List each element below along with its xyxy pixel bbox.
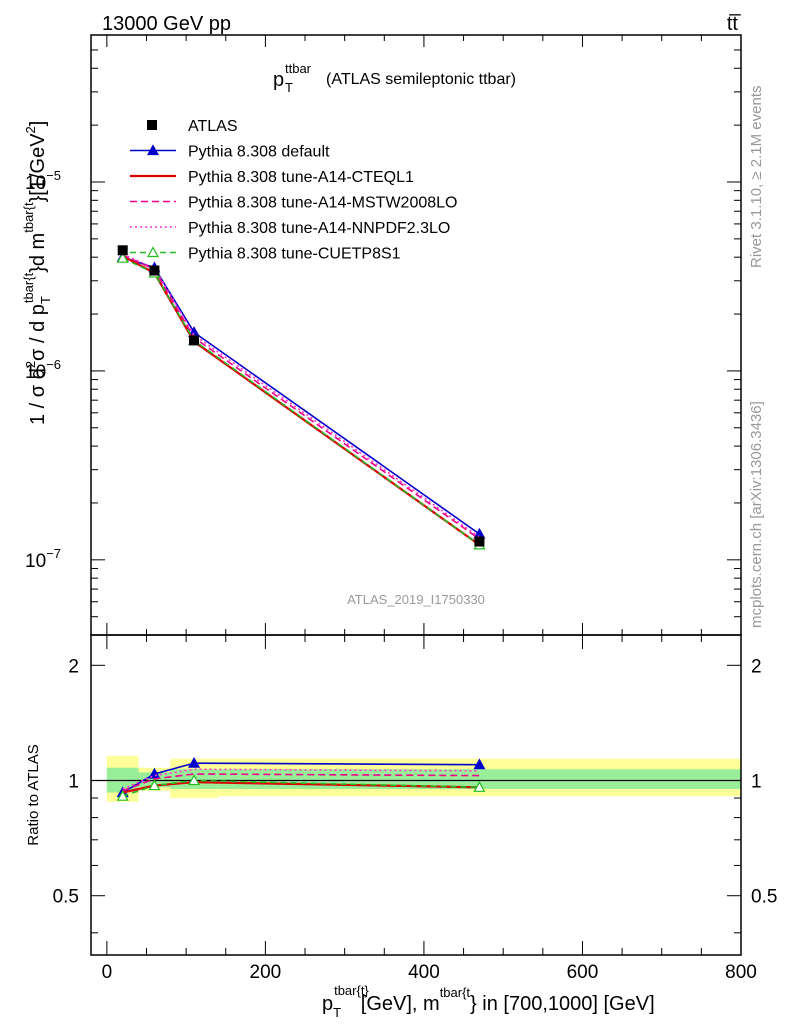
data-point-atlas [474,536,485,547]
x-axis-label: pTtbar{t} [GeV], mtbar{t} in [700,1000] [… [322,983,655,1020]
svg-text:T: T [285,80,293,95]
ylabel-part-i: 2 [23,126,38,133]
series-line-cuetp8s1 [122,257,480,546]
ylabel-part-b: 2 [23,361,38,368]
series-marker-cuetp8s1 [116,251,129,263]
ratio-line-mstw [122,773,480,792]
main-plot-content [116,245,486,550]
ratio-marker-cuetp8s1 [148,779,161,791]
svg-text:p: p [273,69,284,91]
title-p: p [273,69,284,91]
ratio-y-tick-label: 0.5 [53,887,79,908]
series-line-nnpdf [122,253,480,538]
main-panel: 10−510−610−7 p [25,34,742,636]
legend-marker-atlas [147,120,157,130]
ratio-line-cteql1 [122,781,480,794]
xlabel-rest: } in [700,1000] [GeV] [470,993,655,1015]
main-y-tick-label-base: 10 [25,551,46,572]
legend-marker-default [146,144,160,156]
title-subscript: T [285,80,293,95]
header-final-state-label: tt̅ [727,13,741,35]
xlabel-mid: [GeV], m [361,993,440,1015]
xlabel-sup2: tbar{t [440,985,471,1000]
main-x-axis-ticks [106,35,742,635]
ratio-y-tick-label: 2 [68,656,79,677]
ratio-y-tick-label-right: 2 [751,656,762,677]
ylabel-part-e: tbar{t [21,272,36,303]
data-point-atlas [189,335,200,346]
main-y-axis-label: 1 / σ d2σ / d pTtbar{t}d mtbar{t}[1/GeV2… [21,121,53,425]
legend-marker-cuetp8s1 [146,246,160,258]
main-y-tick-label-exp: −6 [46,357,61,372]
rivet-version-label: Rivet 3.1.10, ≥ 2.1M events [748,86,765,269]
ratio-line-default [122,762,480,794]
legend-label-nnpdf: Pythia 8.308 tune-A14-NNPDF2.3LO [188,220,450,237]
series-line-default [122,256,480,535]
ratio-line-cuetp8s1 [122,779,480,797]
x-tick-label: 0 [102,962,113,983]
legend-label-cteql1: Pythia 8.308 tune-A14-CTEQL1 [188,169,414,186]
ylabel-part-f: }d m [27,233,49,273]
x-tick-label: 600 [567,962,599,983]
ylabel-part-h: }[1/GeV [27,133,49,203]
ratio-y-tick-label: 1 [68,772,79,793]
main-y-tick-label: 10−6 [25,357,61,383]
title-superscript: ttbar [285,61,312,76]
ylabel-part-a: 1 / σ d [27,368,49,425]
legend-label-default: Pythia 8.308 default [188,144,330,161]
svg-text:(ATLAS semileptonic ttbar): (ATLAS semileptonic ttbar) [326,71,516,88]
analysis-watermark: ATLAS_2019_I1750330 [347,592,485,607]
title-rest: (ATLAS semileptonic ttbar) [326,71,516,88]
main-y-tick-label-base: 10 [25,173,46,194]
ylabel-part-g: tbar{t [21,202,36,233]
ratio-marker-cuetp8s1 [473,781,486,792]
main-y-tick-label-exp: −7 [46,546,61,561]
ratio-marker-default [473,758,486,770]
plot-title: p T ttbar (ATLAS semileptonic ttbar) [273,61,516,95]
ratio-plot-content [91,755,741,802]
main-y-tick-label-exp: −5 [46,168,61,183]
main-y-tick-label: 10−5 [25,168,61,194]
ylabel-part-j: ] [27,121,49,127]
svg-text:pTtbar{t}[GeV], mtbar{t} in [7: pTtbar{t} [GeV], mtbar{t} in [700,1000] [… [322,983,655,1020]
ratio-y-tick-label-right: 1 [751,772,762,793]
legend-label-cuetp8s1: Pythia 8.308 tune-CUETP8S1 [188,246,401,263]
ratio-x-axis: 0 200 400 600 800 [102,635,757,983]
legend-label-atlas: ATLAS [188,118,238,135]
ratio-y-axis: 2 2 1 1 0.5 0.5 [53,656,777,934]
svg-text:ttbar: ttbar [285,61,312,76]
xlabel-sup1: tbar{t} [334,983,369,998]
x-tick-label: 400 [408,962,440,983]
mcplots-credit-label: mcplots.cern.ch [arXiv:1306.3436] [748,401,765,628]
ratio-marker-cuetp8s1 [188,774,201,786]
svg-text:1 / σ d2σ / d pTtbar{t}d mtbar: 1 / σ d2σ / d pTtbar{t}d mtbar{t}[1/GeV2… [21,121,53,425]
main-y-axis: 10−510−610−7 [25,49,741,636]
data-point-atlas [149,265,160,276]
ylabel-part-c: σ / d p [27,304,49,361]
main-y-tick-label: 10−7 [25,546,61,572]
ratio-panel: 2 2 1 1 0.5 0.5 0 200 400 600 800 [53,634,777,983]
ratio-panel-frame [90,634,742,956]
xlabel-p: p [322,993,333,1015]
header-process-label: 13000 GeV pp [102,13,231,35]
ratio-marker-default [188,756,201,768]
ratio-y-axis-label: Ratio to ATLAS [25,744,42,845]
ratio-marker-cuetp8s1 [116,789,129,801]
ratio-y-tick-label-right: 0.5 [751,887,777,908]
legend: ATLAS Pythia 8.308 default Pythia 8.308 tu… [130,118,457,263]
x-tick-label: 200 [250,962,282,983]
x-tick-label: 800 [725,962,757,983]
series-line-mstw [122,254,480,540]
data-point-atlas [117,245,128,256]
legend-label-mstw: Pythia 8.308 tune-A14-MSTW2008LO [188,195,457,212]
xlabel-t: T [333,1005,341,1020]
main-y-tick-label-base: 10 [25,362,46,383]
ylabel-part-d: T [38,296,53,304]
